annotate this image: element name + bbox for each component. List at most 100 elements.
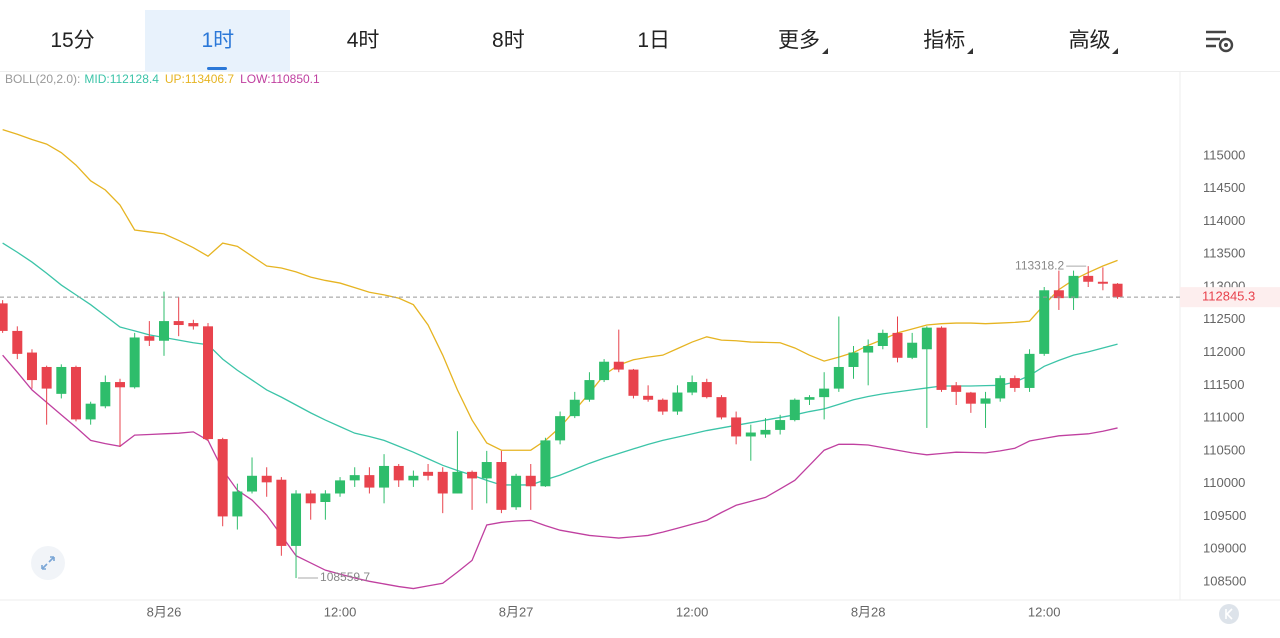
expand-button[interactable] [31,546,65,580]
current-price-label: 112845.3 [1202,289,1255,304]
tab[interactable]: 1时 [145,10,291,72]
tab-bar: 15分 1时 4时 8时 1日 更多 指标 高级 [0,0,1280,72]
y-tick-label: 111500 [1203,377,1244,392]
candle-body [408,475,419,481]
indicator-legend: BOLL(20,2.0): MID: 112128.4 UP: 113406.7 LOW… [5,72,320,86]
candle-body [584,380,595,400]
candle-body [12,330,23,354]
candle-body [173,321,184,326]
candle-body [863,345,874,353]
candle-body [907,342,918,358]
candle-body [247,475,258,492]
y-tick-label: 114000 [1203,213,1245,228]
candle-body [70,366,81,420]
legend-value: 110850.1 [271,72,320,86]
candle-body [232,491,243,517]
candle-body [452,471,463,494]
candle-body [349,475,360,481]
candle-body [657,399,668,412]
candle-body [261,475,272,483]
boll-line [2,354,1118,590]
plot-area [0,129,1123,590]
candle-body [481,462,492,479]
x-tick-label: 8月28 [851,604,886,619]
candle-body [789,399,800,421]
candle-body [276,479,287,546]
settings-lines [1206,30,1226,48]
tab[interactable]: 4时 [291,10,436,72]
k-button[interactable] [1219,604,1239,624]
candle-body [921,327,932,350]
x-tick-label: 12:00 [324,604,357,619]
tab[interactable]: 15分 [0,10,145,72]
settings-gear-center [1224,43,1228,47]
candle-body [995,378,1006,399]
candle-body [320,493,331,503]
legend-name: MID: [84,72,109,86]
candle-body [848,352,859,367]
candle-body [819,388,830,398]
indicator-name: BOLL(20,2.0): [5,72,80,86]
candle-body [540,440,551,487]
candle-body [144,336,155,341]
labels: 108500 109000 109500 110000 110500 111000 1115… [0,147,1280,619]
candle-body [804,397,815,400]
candle-body [936,327,947,390]
candle-body [833,366,844,389]
tab[interactable]: 高级 [1017,10,1162,72]
tab-label: 高级 [1068,29,1111,52]
y-tick-label: 110000 [1203,475,1245,490]
candle-body [775,420,786,430]
tab[interactable]: 指标 [872,10,1017,72]
candle-body [613,361,624,370]
tab[interactable]: 8时 [436,10,581,72]
candle-body [745,432,756,437]
candle-body [423,471,434,476]
candle-body [188,323,199,327]
candle-body [437,471,448,494]
candle-body [393,465,404,481]
tab-label: 更多 [778,29,820,52]
tab-label: 1日 [637,29,671,52]
high-label: 113318.2 [1015,258,1064,272]
candle-body [1112,283,1123,298]
x-tick-label: 12:00 [676,604,709,619]
candle-body [892,332,903,358]
k-icon [1225,608,1233,620]
y-tick-label: 112000 [1203,344,1245,359]
candle-body [114,382,125,388]
candle-body [41,366,52,389]
x-tick-label: 8月26 [147,604,182,619]
current-price-box [1180,287,1280,308]
candle-body [628,369,639,396]
candle-body [1039,290,1050,354]
legend-value: 113406.7 [185,72,234,86]
x-tick-label: 8月27 [499,604,534,619]
candle-body [159,321,170,341]
candle-body [217,439,228,517]
tab[interactable]: 1日 [581,10,726,72]
candle-body [0,303,8,331]
candle-body [1068,275,1079,299]
candle-body [1009,378,1020,388]
tab-label: 指标 [923,29,966,52]
candle-body [599,361,610,381]
settings-icon[interactable] [1202,28,1242,58]
candle-body [26,352,37,381]
candle-body [643,395,654,400]
settings-gear [1218,37,1234,53]
dropdown-arrow [821,48,828,54]
tab[interactable]: 更多 [727,10,872,72]
candle-body [379,465,390,488]
tab-label: 4时 [346,29,380,52]
tab-label: 1时 [201,29,235,52]
candle-body [716,397,727,418]
y-tick-label: 109000 [1203,541,1246,556]
candle-body [569,399,580,417]
candle-body [305,493,316,504]
y-tick-label: 115000 [1203,147,1245,162]
candle-body [980,398,991,404]
candle-body [511,475,522,508]
